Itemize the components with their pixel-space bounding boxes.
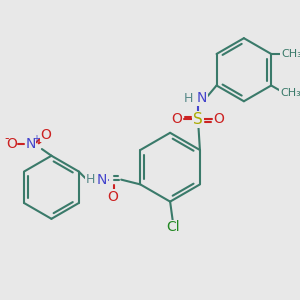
Text: N: N <box>97 172 107 187</box>
Text: S: S <box>193 112 203 127</box>
Text: H: H <box>86 173 95 186</box>
Text: H: H <box>184 92 193 105</box>
Text: O: O <box>107 190 118 204</box>
Text: CH₃: CH₃ <box>281 49 300 59</box>
Text: Cl: Cl <box>166 220 180 234</box>
Text: CH₃: CH₃ <box>280 88 300 98</box>
Text: +: + <box>32 134 40 145</box>
Text: O: O <box>172 112 182 126</box>
Text: O: O <box>6 137 17 151</box>
Text: N: N <box>25 137 36 151</box>
Text: O: O <box>214 112 224 126</box>
Text: -: - <box>4 132 9 145</box>
Text: O: O <box>40 128 51 142</box>
Text: N: N <box>196 92 207 105</box>
